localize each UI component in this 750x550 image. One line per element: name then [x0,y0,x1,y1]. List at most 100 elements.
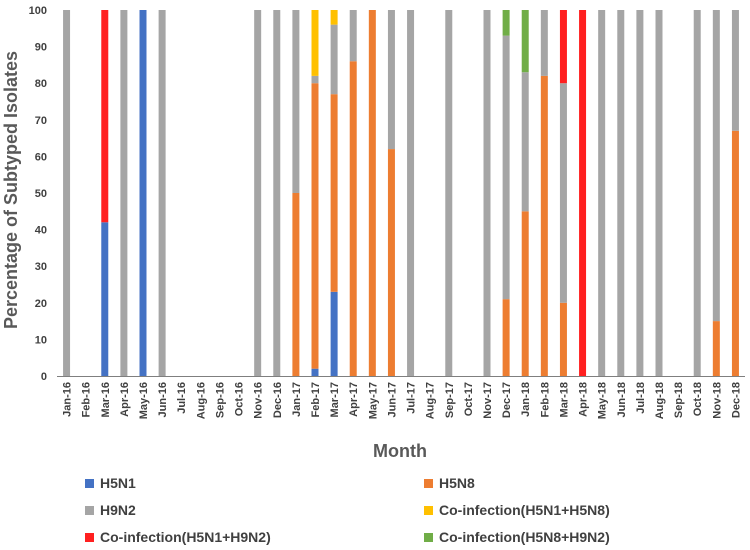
bar-segment-h9n2-jun-16 [158,10,166,376]
bar-segment-h5n8-mar-18 [559,302,567,376]
x-tick-label: Jun-18 [616,382,628,417]
legend-label: Co-infection(H5N1+H9N2) [100,529,271,545]
y-tick-label: 40 [35,225,47,237]
bar-segment-h5n8-jan-18 [521,211,529,376]
x-tick-label: Dec-16 [272,382,284,418]
x-tick-label: Sep-17 [444,382,456,418]
bar-segment-h9n2-jul-18 [636,10,644,376]
y-tick-label: 20 [35,298,47,310]
y-tick-label: 50 [35,188,47,200]
bar-segment-co-infection-h5n8-h9n2--dec-17 [502,10,510,36]
legend-swatch [85,505,94,515]
bar-segment-h5n1-mar-16 [101,222,109,376]
x-tick-label: Dec-17 [501,382,513,418]
bar-segment-h9n2-jun-17 [387,10,395,150]
legend-label: H9N2 [100,502,136,518]
x-tick-label: Aug-17 [425,382,437,419]
legend-label: H5N1 [100,475,136,491]
y-tick-label: 90 [35,42,47,54]
x-tick-label: Nov-16 [253,382,265,419]
bar-segment-h9n2-jan-18 [521,72,529,212]
bar-segment-h5n8-may-17 [368,10,376,376]
legend-swatch [424,532,433,542]
x-tick-label: Jan-18 [520,382,532,417]
x-tick-label: Aug-18 [654,382,666,419]
bar-segment-h5n8-jun-17 [387,149,395,376]
x-tick-label: Nov-17 [482,382,494,419]
bar-segment-h9n2-mar-17 [330,24,338,95]
y-tick-label: 0 [41,371,47,383]
bar-segment-h9n2-nov-18 [712,10,720,322]
x-tick-label: Jan-17 [291,382,303,417]
y-tick-label: 100 [29,5,47,17]
bar-segment-h9n2-dec-16 [273,10,281,376]
legend-item: Co-infection(H5N8+H9N2) [424,529,610,545]
x-tick-label: Jun-17 [386,382,398,417]
stacked-bar-chart: Percentage of Subtyped Isolates Month 0 1… [1,5,745,461]
x-tick-label: Sep-18 [673,382,685,418]
x-tick-label: Apr-18 [578,382,590,417]
x-tick-label: Dec-18 [730,382,742,418]
bar-segment-h9n2-feb-18 [540,10,548,76]
bar-segment-h9n2-nov-16 [254,10,262,376]
bar-segment-h9n2-dec-18 [731,10,739,131]
legend-swatch [424,505,433,515]
y-tick-label: 80 [35,78,47,90]
legend-label: H5N8 [439,475,475,491]
bar-segment-h9n2-feb-17 [311,75,319,84]
x-tick-label: Feb-18 [539,382,551,417]
legend-label: Co-infection(H5N8+H9N2) [439,529,610,545]
x-tick-label: Oct-18 [692,382,704,416]
x-tick-label: Nov-18 [711,382,723,419]
bar-segment-h5n1-feb-17 [311,368,319,376]
y-axis-title: Percentage of Subtyped Isolates [1,51,21,329]
x-tick-label: Jul-16 [176,382,188,414]
bar-segment-h9n2-oct-18 [693,10,701,376]
bar-segment-h9n2-jun-18 [617,10,625,376]
x-tick-label: May-17 [367,382,379,419]
x-tick-label: Jun-16 [157,382,169,417]
bar-segment-h5n8-jan-17 [292,193,300,376]
bar-segment-h9n2-apr-17 [349,10,357,62]
bar-segment-h5n8-feb-18 [540,75,548,376]
x-tick-label: Sep-16 [214,382,226,418]
x-tick-label: Oct-16 [234,382,246,416]
x-tick-label: Mar-18 [558,382,570,417]
y-tick-label: 70 [35,115,47,127]
bar-segment-h5n8-mar-17 [330,94,338,292]
bar-segment-co-infection-h5n8-h9n2--jan-18 [521,10,529,73]
bar-segment-co-infection-h5n1-h5n8--mar-17 [330,10,338,25]
bar-segment-h9n2-jan-17 [292,10,300,193]
bar-segment-h9n2-jan-16 [63,10,71,376]
legend-item: H5N8 [424,475,475,491]
bar-segment-h5n8-nov-18 [712,321,720,376]
bar-segment-h9n2-jul-17 [407,10,415,376]
x-tick-label: Apr-17 [348,382,360,417]
bar-segment-h9n2-dec-17 [502,35,510,300]
x-tick-label: Feb-16 [81,382,93,417]
bar-segment-h9n2-aug-18 [655,10,663,376]
bar-segment-h5n8-feb-17 [311,83,319,369]
x-tick-label: May-16 [138,382,150,419]
x-tick-label: May-18 [597,382,609,419]
y-tick-label: 30 [35,261,47,273]
bar-segment-h5n8-dec-18 [731,130,739,376]
legend-item: H5N1 [85,475,136,491]
x-tick-label: Aug-16 [195,382,207,419]
legend: H5N1 H5N8 H9N2 Co-infection(H5N1+H5N8) Co-in… [85,475,685,550]
y-tick-label: 60 [35,151,47,163]
bar-segment-h5n1-may-16 [139,10,147,376]
x-tick-label: Jul-18 [635,382,647,414]
x-tick-label: Feb-17 [310,382,322,417]
bar-segment-co-infection-h5n1-h9n2--apr-18 [579,10,587,376]
x-tick-label: Jul-17 [406,382,418,414]
bar-segment-h9n2-mar-18 [559,83,567,303]
bar-segment-h9n2-apr-16 [120,10,128,376]
x-tick-label: Apr-16 [119,382,131,417]
x-tick-labels: Jan-16 Feb-16 Mar-16 Apr-16 May-16 Jun-16 Jul-… [62,382,743,419]
legend-label: Co-infection(H5N1+H5N8) [439,502,610,518]
legend-swatch [85,478,94,488]
x-tick-label: Mar-16 [100,382,112,417]
bar-segment-co-infection-h5n1-h9n2--mar-16 [101,10,109,223]
y-tick-label: 10 [35,334,47,346]
